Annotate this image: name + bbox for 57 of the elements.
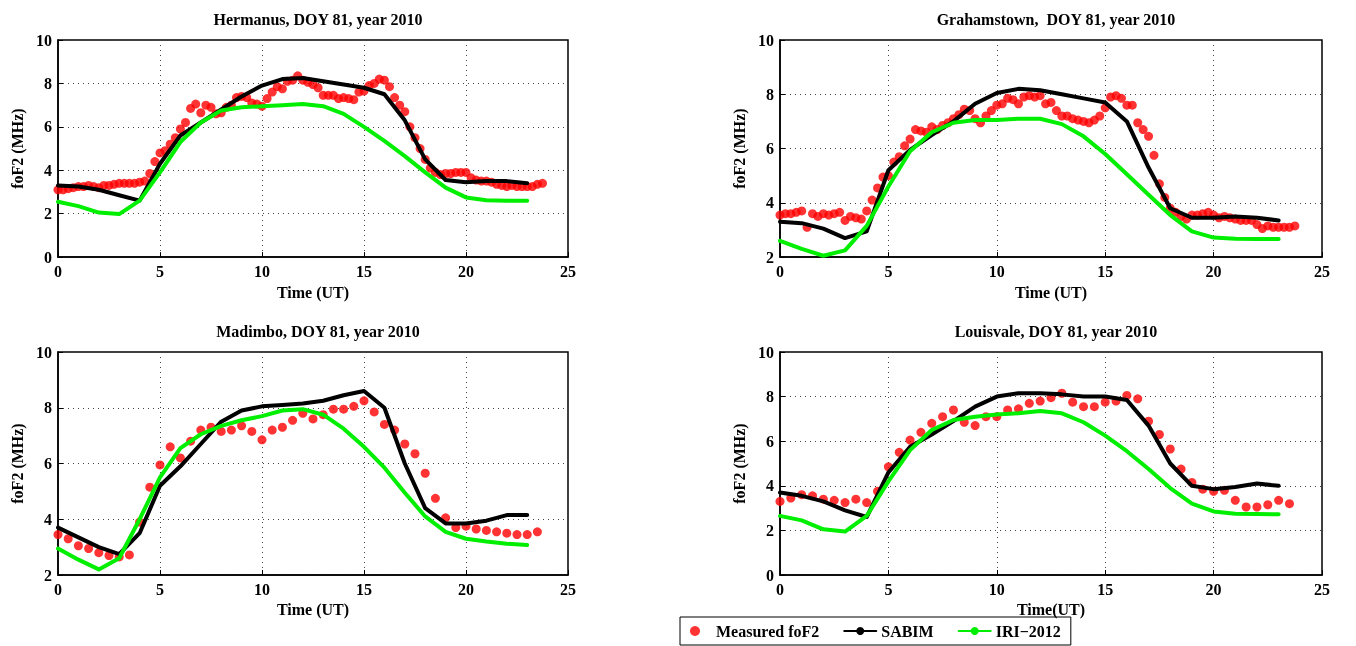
y-tick-label: 4 — [44, 161, 52, 179]
y-tick-label: 4 — [766, 477, 774, 495]
y-tick-label: 10 — [36, 31, 52, 49]
y-tick-label: 10 — [758, 343, 774, 361]
x-tick-label: 20 — [458, 580, 474, 598]
x-tick-label: 10 — [988, 580, 1005, 598]
x-tick-label: 5 — [156, 262, 164, 280]
y-tick-label: 10 — [758, 31, 774, 49]
y-tick-label: 0 — [766, 566, 774, 584]
chart-title: Grahamstown, DOY 81, year 2010 — [936, 10, 1176, 29]
x-tick-label: 25 — [560, 580, 576, 598]
x-tick-label: 20 — [458, 262, 474, 280]
x-tick-label: 15 — [1097, 262, 1114, 280]
y-axis-title: foF2 (MHz) — [730, 423, 749, 504]
y-tick-label: 2 — [44, 566, 52, 584]
x-tick-label: 10 — [254, 580, 270, 598]
x-tick-label: 5 — [156, 580, 164, 598]
x-tick-label: 15 — [356, 262, 372, 280]
y-tick-label: 0 — [44, 248, 52, 266]
y-tick-label: 8 — [44, 74, 52, 92]
chart-title: Madimbo, DOY 81, year 2010 — [216, 322, 420, 341]
chart-title: Hermanus, DOY 81, year 2010 — [213, 10, 423, 29]
y-tick-label: 2 — [44, 205, 52, 223]
y-tick-label: 8 — [766, 388, 774, 406]
x-tick-label: 20 — [1205, 262, 1222, 280]
x-tick-label: 25 — [1314, 262, 1330, 280]
x-tick-label: 25 — [1314, 580, 1330, 598]
y-tick-label: 10 — [36, 343, 52, 361]
y-tick-label: 6 — [766, 432, 774, 450]
x-tick-label: 10 — [254, 262, 270, 280]
y-tick-label: 8 — [44, 399, 52, 417]
x-axis-title: Time (UT) — [276, 283, 350, 302]
x-axis-title: Time(UT) — [1016, 601, 1086, 620]
legend-label: Measured foF2 — [716, 622, 820, 640]
x-axis-title: Time (UT) — [1014, 283, 1088, 302]
y-tick-label: 2 — [766, 521, 774, 539]
x-tick-label: 20 — [1205, 580, 1222, 598]
x-tick-label: 15 — [1097, 580, 1114, 598]
y-tick-label: 6 — [766, 140, 774, 158]
legend-label: SABIM — [881, 622, 934, 640]
y-tick-label: 4 — [44, 510, 52, 528]
x-tick-label: 5 — [884, 262, 893, 280]
y-tick-label: 2 — [766, 248, 774, 266]
y-tick-label: 6 — [44, 118, 52, 136]
y-tick-label: 6 — [44, 455, 52, 472]
y-tick-label: 4 — [766, 194, 774, 212]
x-tick-label: 5 — [884, 580, 893, 598]
y-axis-title: foF2 (MHz) — [730, 108, 749, 189]
chart-title: Louisvale, DOY 81, year 2010 — [954, 322, 1158, 341]
x-tick-label: 25 — [560, 262, 576, 280]
x-tick-label: 10 — [988, 262, 1005, 280]
legend-label: IRI−2012 — [995, 622, 1061, 640]
x-tick-label: 15 — [356, 580, 372, 598]
y-axis-title: foF2 (MHz) — [8, 423, 27, 504]
x-axis-title: Time (UT) — [276, 601, 350, 620]
y-axis-title: foF2 (MHz) — [8, 108, 27, 189]
y-tick-label: 8 — [766, 85, 774, 103]
